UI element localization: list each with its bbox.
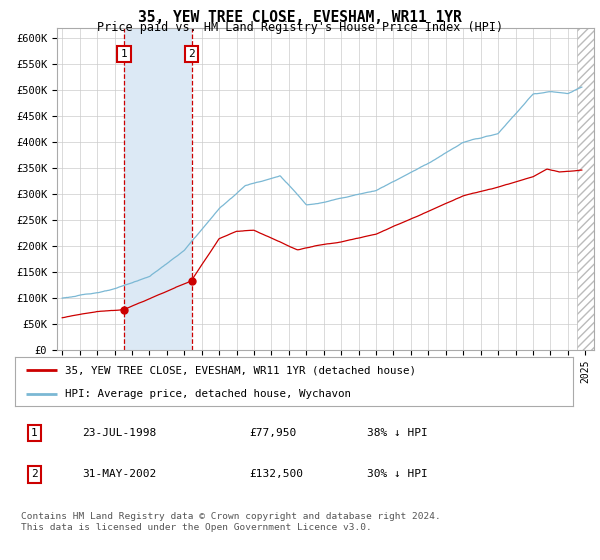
Text: £132,500: £132,500: [250, 469, 304, 479]
Bar: [577, 28, 594, 350]
Text: 38% ↓ HPI: 38% ↓ HPI: [367, 428, 427, 438]
Text: 2: 2: [31, 469, 38, 479]
Text: 35, YEW TREE CLOSE, EVESHAM, WR11 1YR (detached house): 35, YEW TREE CLOSE, EVESHAM, WR11 1YR (d…: [65, 365, 416, 375]
Text: HPI: Average price, detached house, Wychavon: HPI: Average price, detached house, Wych…: [65, 389, 351, 399]
Text: Contains HM Land Registry data © Crown copyright and database right 2024.
This d: Contains HM Land Registry data © Crown c…: [21, 512, 441, 532]
Text: 31-MAY-2002: 31-MAY-2002: [82, 469, 156, 479]
Text: 2: 2: [188, 49, 195, 59]
Text: 35, YEW TREE CLOSE, EVESHAM, WR11 1YR: 35, YEW TREE CLOSE, EVESHAM, WR11 1YR: [138, 10, 462, 25]
Text: 23-JUL-1998: 23-JUL-1998: [82, 428, 156, 438]
Text: 1: 1: [121, 49, 128, 59]
Text: £77,950: £77,950: [250, 428, 296, 438]
Text: 1: 1: [31, 428, 38, 438]
Text: 30% ↓ HPI: 30% ↓ HPI: [367, 469, 427, 479]
Text: Price paid vs. HM Land Registry's House Price Index (HPI): Price paid vs. HM Land Registry's House …: [97, 21, 503, 34]
Bar: [124, 28, 191, 350]
